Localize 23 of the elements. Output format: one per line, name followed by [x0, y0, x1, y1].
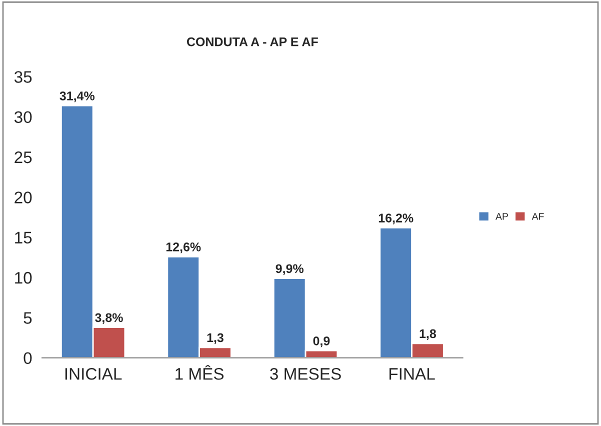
data-label: 1,8 [420, 329, 436, 340]
y-tick-label: 5 [24, 312, 32, 324]
chart-title: CONDUTA A - AP E AF [186, 37, 318, 46]
data-label: 16,2% [378, 214, 414, 224]
data-label: 1,3 [207, 333, 224, 344]
x-tick-label: INICIAL [65, 368, 122, 380]
y-tick-label: 30 [14, 111, 32, 124]
y-tick-label: 25 [14, 151, 32, 164]
x-tick-label: 1 MÊS [176, 365, 224, 380]
y-tick-label: 35 [14, 71, 32, 83]
x-tick-label: FINAL [390, 368, 435, 380]
legend-label: AF [532, 213, 544, 220]
data-label: 31,4% [60, 92, 95, 102]
y-tick-label: 10 [15, 272, 32, 284]
data-label: 3,8% [95, 313, 123, 324]
legend-label: AP [496, 213, 508, 220]
y-tick-label: 20 [14, 192, 32, 204]
data-label: 9,9% [276, 264, 304, 275]
y-tick-label: 15 [15, 232, 32, 244]
y-tick-label: 0 [24, 352, 32, 364]
x-tick-label: 3 MESES [270, 368, 341, 380]
data-label: 12,6% [166, 242, 201, 254]
data-label: 0,9 [313, 336, 330, 348]
